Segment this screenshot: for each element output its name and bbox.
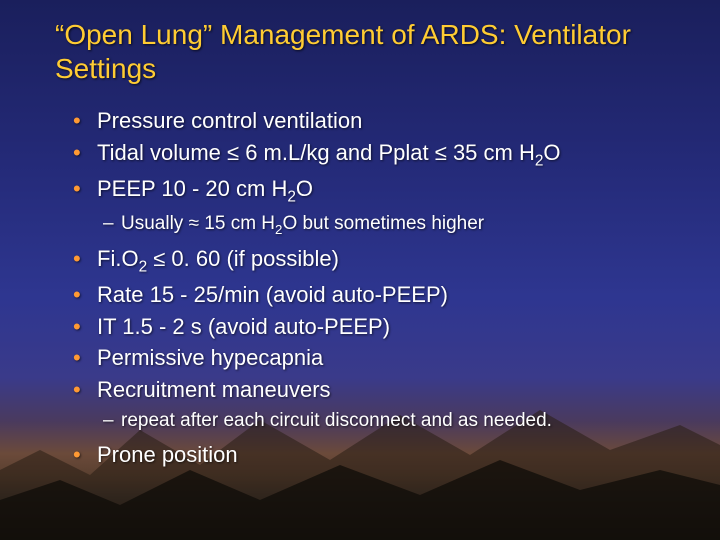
bullet-text: Permissive hypecapnia [97, 345, 323, 370]
bullet-list: Fi.O2 ≤ 0. 60 (if possible) Rate 15 - 25… [55, 243, 670, 406]
sub-bullet-text: O but sometimes higher [282, 213, 484, 234]
bullet-item: Permissive hypecapnia [73, 342, 670, 374]
bullet-item: Prone position [73, 439, 670, 471]
bullet-item: Fi.O2 ≤ 0. 60 (if possible) [73, 243, 670, 279]
bullet-text: Fi.O [97, 246, 139, 271]
sub-bullet-list: Usually ≈ 15 cm H2O but sometimes higher [55, 211, 670, 239]
sub-bullet-item: Usually ≈ 15 cm H2O but sometimes higher [103, 211, 670, 239]
bullet-text: O [543, 140, 560, 165]
bullet-list: Prone position [55, 439, 670, 471]
subscript: 2 [287, 188, 296, 205]
bullet-item: Tidal volume ≤ 6 m.L/kg and Pplat ≤ 35 c… [73, 137, 670, 173]
sub-bullet-item: repeat after each circuit disconnect and… [103, 408, 670, 435]
bullet-item: IT 1.5 - 2 s (avoid auto-PEEP) [73, 311, 670, 343]
bullet-text: Rate 15 - 25/min (avoid auto-PEEP) [97, 282, 448, 307]
bullet-text: PEEP 10 - 20 cm H [97, 176, 287, 201]
bullet-text: Pressure control ventilation [97, 108, 362, 133]
sub-bullet-text: Usually ≈ 15 cm H [121, 213, 275, 234]
bullet-item: Pressure control ventilation [73, 105, 670, 137]
bullet-text: Recruitment maneuvers [97, 377, 331, 402]
sub-bullet-list: repeat after each circuit disconnect and… [55, 408, 670, 435]
bullet-item: PEEP 10 - 20 cm H2O [73, 173, 670, 209]
subscript: 2 [139, 258, 148, 275]
bullet-list: Pressure control ventilation Tidal volum… [55, 105, 670, 208]
bullet-text: Tidal volume ≤ 6 m.L/kg and Pplat ≤ 35 c… [97, 140, 535, 165]
bullet-item: Rate 15 - 25/min (avoid auto-PEEP) [73, 279, 670, 311]
sub-bullet-text: repeat after each circuit disconnect and… [121, 410, 552, 431]
bullet-text: ≤ 0. 60 (if possible) [147, 246, 339, 271]
bullet-text: Prone position [97, 442, 238, 467]
slide: “Open Lung” Management of ARDS: Ventilat… [0, 0, 720, 540]
bullet-text: O [296, 176, 313, 201]
bullet-text: IT 1.5 - 2 s (avoid auto-PEEP) [97, 314, 390, 339]
slide-title: “Open Lung” Management of ARDS: Ventilat… [55, 18, 670, 85]
bullet-item: Recruitment maneuvers [73, 374, 670, 406]
